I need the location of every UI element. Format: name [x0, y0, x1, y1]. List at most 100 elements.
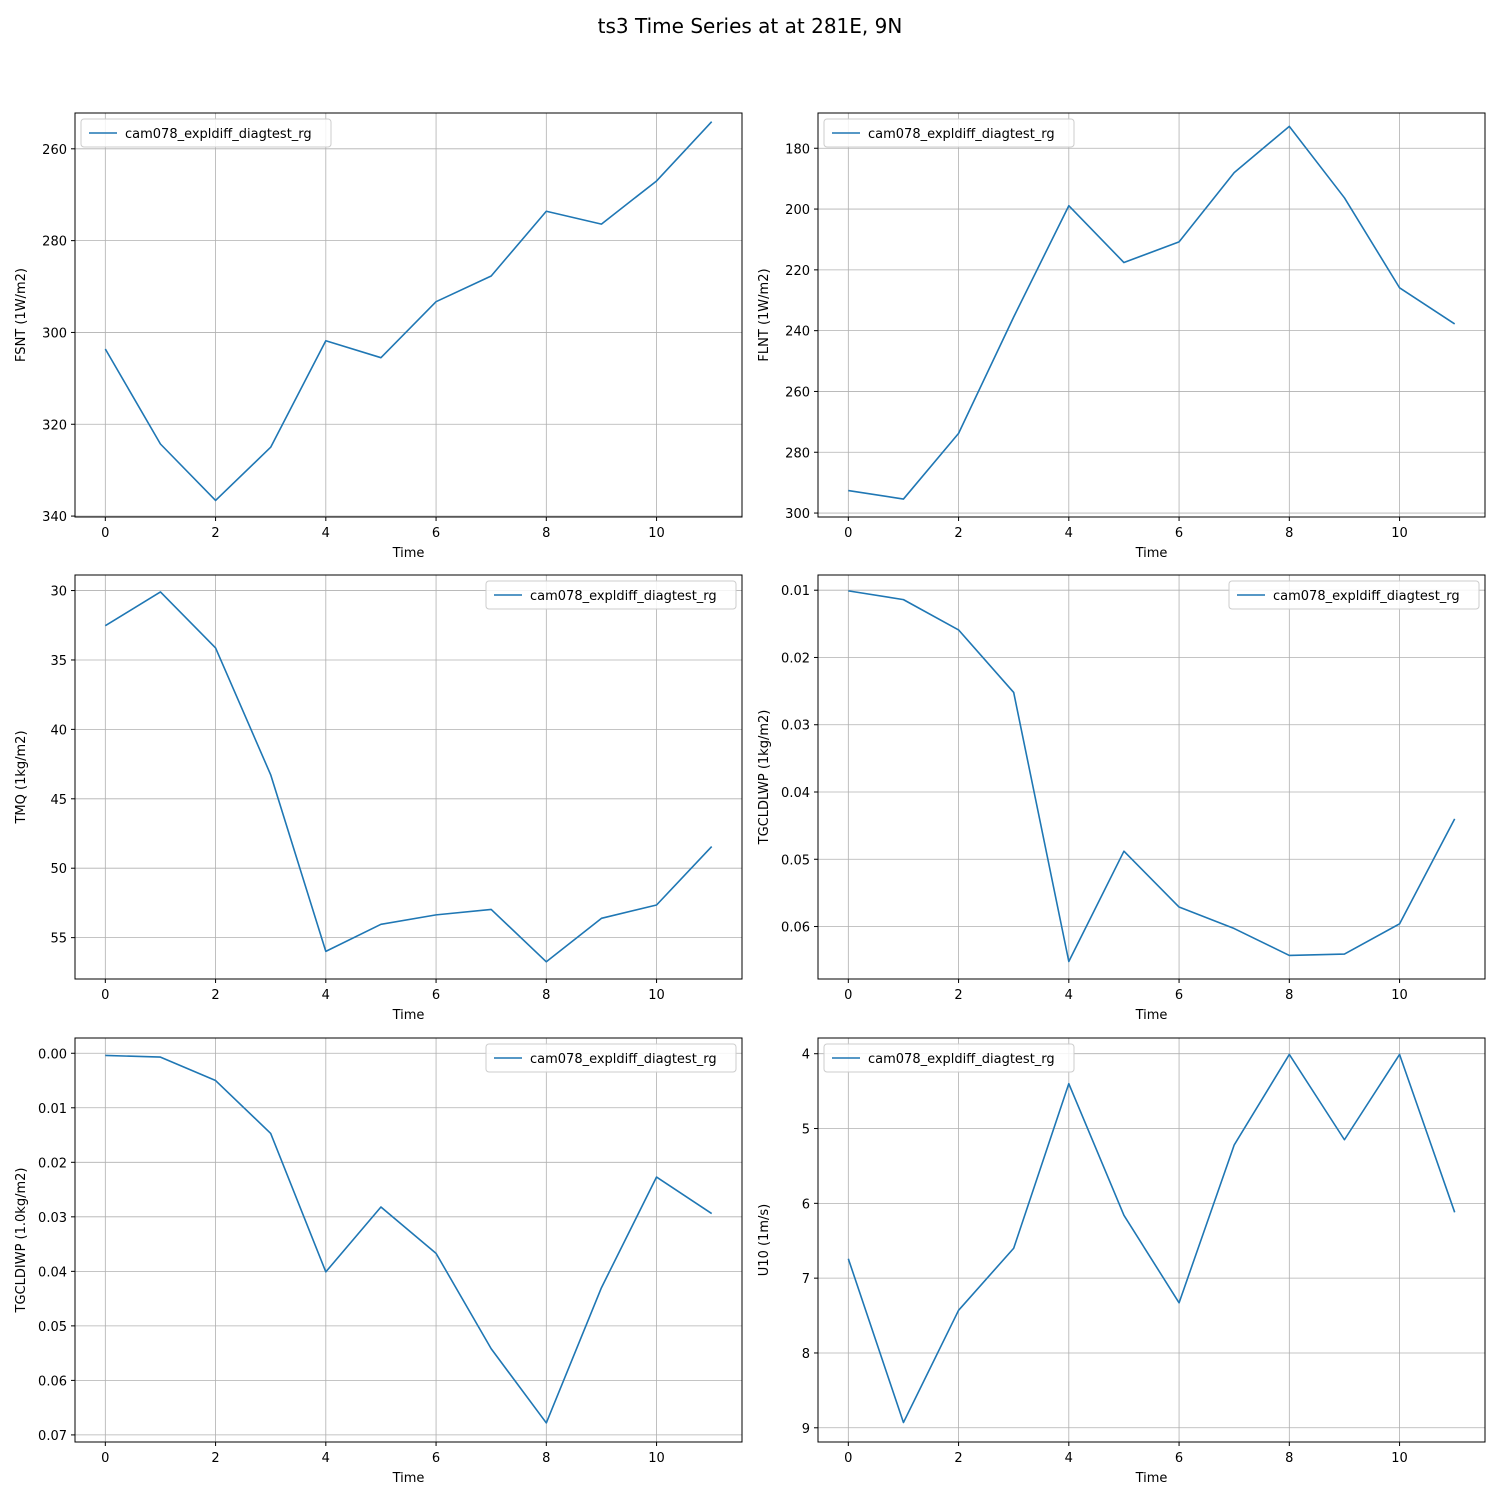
- legend: cam078_expldiff_diagtest_rg: [485, 1043, 737, 1073]
- legend-label: cam078_expldiff_diagtest_rg: [868, 127, 1055, 142]
- series-line: [848, 125, 1456, 500]
- series-line: [847, 1053, 1456, 1424]
- y-tick-label: 0.02: [781, 651, 810, 666]
- subplot-2: 0 2 4 6 8 10 180 200 220 240 260 280 300 Time FLNT (1W…: [757, 112, 1486, 561]
- x-tick-label: 2: [211, 988, 219, 1003]
- x-tick-label: 0: [101, 1451, 109, 1466]
- legend: cam078_expldiff_diagtest_rg: [823, 118, 1075, 148]
- y-axis-label: TGCLDIWP (1.0kg/m2): [14, 1168, 29, 1314]
- y-tick-label: 280: [785, 446, 810, 461]
- x-tick-label: 0: [101, 988, 109, 1003]
- y-tick-label: 7: [802, 1272, 810, 1287]
- subplot-5: 0 2 4 6 8 10 0.00 0.01 0.02 0.03 0.04 0.05 0.06 0.07 T…: [14, 1037, 743, 1486]
- axes-frame: [817, 112, 1486, 518]
- y-tick-label: 0.02: [38, 1156, 67, 1171]
- y-tick-label: 340: [42, 510, 67, 525]
- y-tick-label: 35: [50, 654, 67, 669]
- y-tick-label: 0.06: [38, 1374, 67, 1389]
- legend-box: [823, 118, 1075, 148]
- y-tick-label: 0.03: [781, 719, 810, 734]
- legend: cam078_expldiff_diagtest_rg: [823, 1043, 1075, 1073]
- y-tick-label: 300: [42, 326, 67, 341]
- x-tick-label: 4: [1065, 988, 1073, 1003]
- x-tick-label: 8: [1285, 988, 1293, 1003]
- y-tick-label: 4: [802, 1048, 810, 1063]
- x-tick-label: 2: [211, 1451, 219, 1466]
- legend-label: cam078_expldiff_diagtest_rg: [868, 1052, 1055, 1067]
- y-axis-label: TGCLDLWP (1kg/m2): [757, 710, 772, 846]
- y-tick-label: 0.04: [38, 1265, 67, 1280]
- y-tick-label: 260: [42, 143, 67, 158]
- y-tick-label: 180: [785, 142, 810, 157]
- y-tick-label: 0.01: [781, 584, 810, 599]
- y-tick-label: 240: [785, 325, 810, 340]
- y-tick-label: 260: [785, 385, 810, 400]
- x-tick-label: 8: [1285, 526, 1293, 541]
- series-line: [848, 590, 1456, 963]
- x-tick-label: 8: [542, 1451, 550, 1466]
- figure-title: ts3 Time Series at at 281E, 9N: [597, 14, 903, 38]
- series-line: [104, 121, 713, 502]
- x-tick-label: 0: [844, 1451, 852, 1466]
- axes-frame: [74, 574, 743, 980]
- x-tick-label: 4: [322, 526, 330, 541]
- y-tick-label: 50: [50, 862, 67, 877]
- y-tick-label: 45: [50, 793, 67, 808]
- legend-box: [485, 580, 737, 610]
- x-axis-label: Time: [392, 1008, 425, 1023]
- y-tick-label: 0.05: [781, 853, 810, 868]
- x-tick-label: 10: [1391, 1451, 1408, 1466]
- x-tick-label: 10: [648, 526, 665, 541]
- y-axis-label: U10 (1m/s): [757, 1204, 772, 1276]
- x-tick-label: 6: [1175, 526, 1183, 541]
- y-tick-label: 30: [50, 585, 67, 600]
- x-tick-label: 10: [648, 988, 665, 1003]
- legend-label: cam078_expldiff_diagtest_rg: [530, 1052, 717, 1067]
- x-tick-label: 4: [322, 1451, 330, 1466]
- x-tick-label: 6: [432, 526, 440, 541]
- y-tick-label: 280: [42, 235, 67, 250]
- y-tick-label: 0.01: [38, 1102, 67, 1117]
- subplot-3: 0 2 4 6 8 10 30 35 40 45 50 55 Time TMQ (1kg/m2) cam07…: [14, 574, 743, 1023]
- y-tick-label: 8: [802, 1347, 810, 1362]
- legend-label: cam078_expldiff_diagtest_rg: [530, 589, 717, 604]
- y-tick-label: 9: [802, 1422, 810, 1437]
- y-tick-label: 320: [42, 418, 67, 433]
- x-tick-label: 2: [954, 526, 962, 541]
- y-tick-label: 40: [50, 723, 67, 738]
- y-tick-label: 300: [785, 507, 810, 522]
- y-tick-label: 220: [785, 264, 810, 279]
- y-tick-label: 0.00: [38, 1047, 67, 1062]
- axes-frame: [817, 1037, 1486, 1443]
- x-tick-label: 8: [1285, 1451, 1293, 1466]
- x-tick-label: 6: [1175, 988, 1183, 1003]
- axes-frame: [74, 112, 743, 518]
- x-tick-label: 0: [101, 526, 109, 541]
- y-tick-label: 0.07: [38, 1429, 67, 1444]
- x-tick-label: 0: [844, 988, 852, 1003]
- legend-box: [80, 118, 332, 148]
- x-axis-label: Time: [1135, 1008, 1168, 1023]
- legend: cam078_expldiff_diagtest_rg: [485, 580, 737, 610]
- axes-frame: [817, 574, 1486, 980]
- y-tick-label: 5: [802, 1123, 810, 1138]
- x-tick-label: 8: [542, 988, 550, 1003]
- series-line: [104, 591, 713, 963]
- axes-frame: [74, 1037, 743, 1443]
- y-tick-label: 200: [785, 203, 810, 218]
- x-tick-label: 10: [1391, 988, 1408, 1003]
- x-tick-label: 4: [1065, 1451, 1073, 1466]
- x-tick-label: 2: [954, 988, 962, 1003]
- y-tick-label: 6: [802, 1197, 810, 1212]
- y-tick-label: 55: [50, 932, 67, 947]
- legend: cam078_expldiff_diagtest_rg: [80, 118, 332, 148]
- x-axis-label: Time: [392, 546, 425, 561]
- x-tick-label: 10: [1391, 526, 1408, 541]
- legend-label: cam078_expldiff_diagtest_rg: [1273, 589, 1460, 604]
- series-line: [105, 1054, 713, 1424]
- x-tick-label: 4: [1065, 526, 1073, 541]
- y-axis-label: TMQ (1kg/m2): [14, 730, 29, 824]
- x-tick-label: 10: [648, 1451, 665, 1466]
- x-axis-label: Time: [1135, 1471, 1168, 1486]
